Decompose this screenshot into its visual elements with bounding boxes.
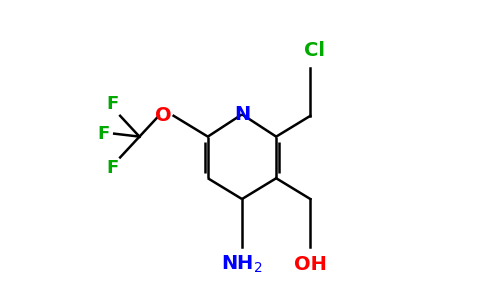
Text: N: N (234, 105, 250, 124)
Text: F: F (106, 95, 119, 113)
Text: O: O (155, 106, 171, 125)
Text: NH$_2$: NH$_2$ (221, 254, 263, 275)
Text: F: F (98, 125, 110, 143)
Text: Cl: Cl (304, 41, 325, 60)
Text: OH: OH (294, 255, 327, 274)
Text: F: F (106, 159, 119, 177)
